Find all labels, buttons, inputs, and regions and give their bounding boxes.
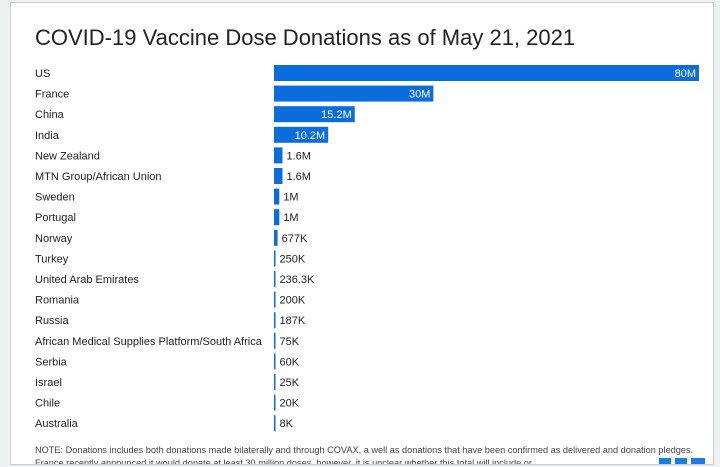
category-label: US	[35, 68, 50, 80]
category-label: China	[35, 109, 65, 121]
chart-note: NOTE: Donations includes both donations …	[35, 445, 694, 465]
category-label: Portugal	[35, 212, 76, 224]
value-label: 20K	[280, 398, 300, 410]
bar	[274, 332, 276, 349]
category-label: Russia	[35, 315, 70, 327]
value-label: 75K	[280, 336, 300, 348]
value-label: 677K	[282, 233, 308, 245]
category-label: African Medical Supplies Platform/South …	[35, 336, 263, 348]
bar-chart: US 80M France 30M China 15.2M India 10.2M New Ze…	[35, 65, 699, 432]
bar	[274, 271, 276, 287]
bar	[274, 394, 276, 411]
value-label: 1.6M	[287, 150, 311, 162]
value-label: 1M	[283, 192, 298, 204]
category-label: Serbia	[35, 356, 68, 368]
category-label: MTN Group/African Union	[35, 171, 162, 183]
bar	[274, 250, 276, 267]
value-label: 200K	[280, 295, 306, 307]
bar	[274, 85, 434, 102]
category-label: Romania	[35, 295, 80, 307]
category-label: India	[35, 130, 60, 142]
bar	[274, 188, 280, 205]
category-label: Israel	[35, 377, 62, 389]
value-label: 236.3K	[280, 274, 316, 286]
value-label: 30M	[409, 89, 430, 101]
bar	[274, 209, 280, 226]
bar	[274, 229, 278, 246]
category-label: Norway	[35, 233, 73, 245]
chart-card: COVID-19 Vaccine Dose Donations as of Ma…	[10, 2, 714, 465]
chart-title: COVID-19 Vaccine Dose Donations as of Ma…	[35, 25, 576, 50]
category-label: Turkey	[35, 253, 69, 265]
value-label: 25K	[280, 377, 300, 389]
bar	[274, 291, 276, 308]
bar	[274, 168, 283, 184]
category-label: Australia	[35, 418, 79, 430]
value-label: 1.6M	[287, 171, 311, 183]
category-label: Chile	[35, 398, 60, 410]
bar	[274, 106, 355, 123]
value-label: 60K	[280, 356, 300, 368]
bar	[274, 126, 329, 143]
bar	[274, 353, 276, 370]
bar	[274, 147, 283, 164]
publisher-logo-icon	[659, 458, 705, 464]
category-label: New Zealand	[35, 150, 100, 162]
value-label: 80M	[675, 68, 696, 80]
category-label: France	[35, 89, 69, 101]
value-label: 8K	[280, 418, 294, 430]
bar	[274, 312, 276, 329]
value-label: 250K	[280, 253, 306, 265]
value-label: 187K	[280, 315, 306, 327]
bar	[274, 65, 699, 81]
value-label: 10.2M	[295, 130, 326, 142]
value-label: 15.2M	[321, 109, 352, 121]
bar	[274, 374, 276, 390]
value-label: 1M	[283, 212, 298, 224]
category-label: United Arab Emirates	[35, 274, 139, 286]
category-label: Sweden	[35, 192, 75, 204]
bar	[274, 415, 276, 432]
